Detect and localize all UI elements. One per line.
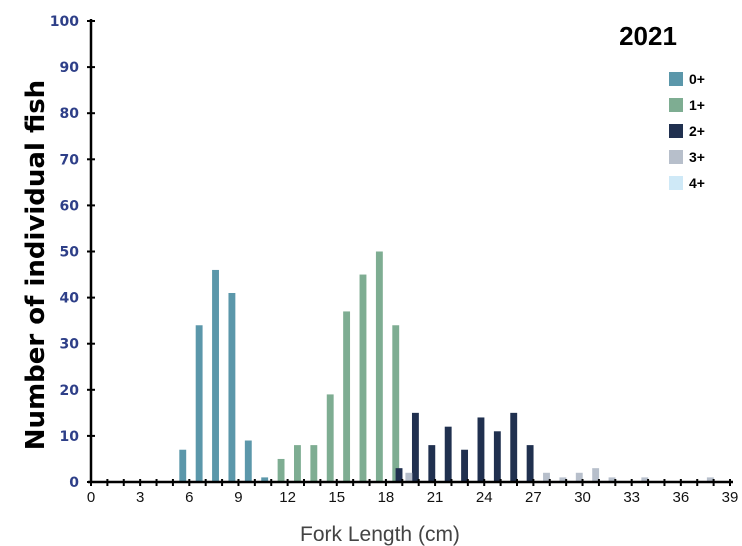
legend-label: 1+: [689, 97, 705, 113]
y-tick-label: 30: [60, 337, 80, 353]
bar: [195, 325, 203, 482]
x-tick-label: 3: [136, 489, 144, 506]
bar: [359, 274, 367, 482]
bar: [543, 472, 550, 482]
axes: [88, 19, 733, 484]
bar: [493, 431, 501, 482]
bar: [575, 472, 583, 482]
x-tick-label: 12: [279, 489, 296, 506]
y-tick-label: 80: [60, 106, 80, 122]
bar: [343, 311, 351, 482]
y-axis-label: Number of individual fish: [21, 80, 51, 450]
x-tick-label: 39: [722, 489, 739, 506]
bar: [375, 251, 383, 482]
bar: [477, 417, 485, 482]
legend-label: 4+: [689, 175, 705, 191]
y-tick-label: 40: [60, 291, 80, 307]
x-tick-label: 27: [525, 489, 542, 506]
bar: [405, 472, 413, 482]
legend-label: 0+: [689, 71, 705, 87]
legend-swatch: [669, 98, 683, 112]
y-tick-label: 10: [60, 429, 80, 445]
bar: [428, 445, 436, 482]
y-tick-label: 50: [60, 245, 80, 261]
bar: [212, 269, 219, 482]
y-tick-label: 90: [60, 60, 80, 76]
bar: [228, 292, 236, 482]
y-tick-label: 20: [60, 383, 80, 399]
legend-swatch: [669, 150, 683, 164]
legend-swatch: [669, 72, 683, 86]
x-ticks: 0 3 6 9 12 15 18 21 24 27 30 33 36 39: [87, 479, 739, 506]
bars: [179, 251, 714, 482]
y-tick-label: 0: [69, 475, 79, 491]
x-tick-label: 36: [673, 489, 690, 506]
legend: 0+ 1+ 2+ 3+ 4+: [669, 71, 705, 191]
x-tick-label: 6: [185, 489, 193, 506]
y-tick-label: 60: [60, 198, 80, 214]
bar: [608, 477, 616, 482]
legend-swatch: [669, 124, 683, 138]
x-tick-label: 18: [378, 489, 395, 506]
bar: [510, 412, 518, 482]
bar: [559, 477, 567, 482]
y-ticks: 0 10 20 30 40 50 60 70 80 90 100: [50, 14, 95, 491]
bar: [244, 440, 252, 482]
bar: [706, 477, 714, 482]
y-tick-label: 100: [50, 14, 79, 30]
bar: [461, 449, 469, 482]
legend-label: 2+: [689, 123, 705, 139]
legend-label: 3+: [689, 149, 705, 165]
bar: [411, 412, 419, 482]
x-tick-label: 24: [476, 489, 493, 506]
bar: [179, 449, 187, 482]
x-tick-label: 15: [328, 489, 345, 506]
bar: [310, 445, 318, 482]
chart-title: 2021: [619, 21, 677, 51]
y-tick-label: 70: [60, 152, 80, 168]
x-tick-label: 30: [574, 489, 591, 506]
bar: [261, 477, 269, 482]
x-tick-label: 33: [623, 489, 640, 506]
bar: [294, 445, 301, 482]
bar: [277, 458, 285, 482]
x-tick-label: 9: [234, 489, 242, 506]
bar: [641, 477, 649, 482]
bar: [592, 468, 600, 482]
x-axis-label: Fork Length (cm): [300, 523, 460, 546]
bar: [395, 468, 403, 482]
bar: [526, 445, 534, 482]
bar: [326, 394, 334, 482]
x-tick-label: 21: [427, 489, 444, 506]
x-tick-label: 0: [87, 489, 95, 506]
legend-swatch: [669, 176, 683, 190]
bar: [392, 325, 400, 482]
bar: [444, 426, 452, 482]
